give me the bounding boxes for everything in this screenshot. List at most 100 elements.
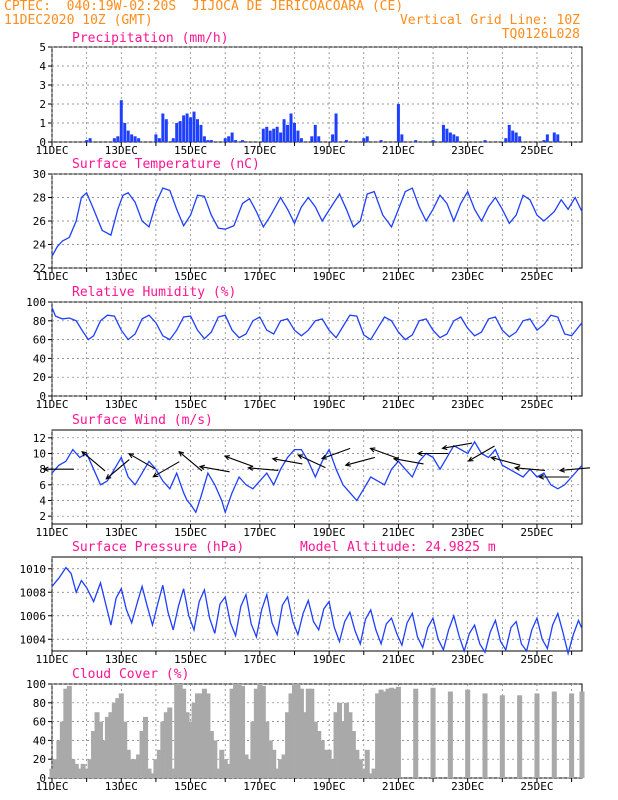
cloud-bar [177, 684, 183, 778]
wind-xtick-label: 13DEC [105, 526, 138, 539]
header-grid-note: Vertical Grid Line: 10Z [399, 13, 580, 28]
precipitation-bar [452, 134, 456, 142]
cloud-bar [212, 740, 218, 778]
cloud-bar [125, 749, 131, 778]
cloud-bar [246, 759, 252, 778]
temperature-ytick-label: 24 [33, 239, 47, 252]
pressure-ytick-label: 1004 [20, 633, 47, 646]
cloud-bar [104, 716, 110, 778]
precipitation-ytick-label: 3 [39, 79, 46, 92]
precipitation-bar [178, 121, 182, 142]
cloud-bar [215, 768, 221, 778]
precipitation-ytick-label: 1 [39, 117, 46, 130]
precipitation-bar [223, 138, 227, 142]
humidity-ytick-label: 0 [39, 390, 46, 403]
precipitation-bar [275, 126, 279, 142]
temperature-xtick-label: 23DEC [451, 270, 484, 283]
precipitation-bar [126, 130, 130, 142]
cloud-bar [350, 731, 356, 778]
cloud-bar [312, 721, 318, 778]
precipitation-bar [289, 113, 293, 142]
cloud-bar [163, 712, 169, 778]
wind-arrow [248, 467, 279, 472]
precipitation-bar [334, 113, 338, 142]
precipitation-bar [292, 123, 296, 142]
cloud-bar [194, 693, 201, 778]
cloud-xtick-label: 21DEC [382, 780, 415, 793]
precipitation-xtick-label: 15DEC [174, 144, 207, 157]
cloud-bar [208, 731, 214, 778]
precipitation-bar [230, 132, 234, 142]
precipitation-bar [545, 134, 549, 142]
cloud-xtick-label: 17DEC [243, 780, 276, 793]
wind-ytick-label: 10 [33, 448, 46, 461]
cloud-bar [236, 684, 242, 778]
cloud-bar [336, 702, 343, 778]
cloud-bar [281, 754, 287, 778]
temperature-xtick-label: 15DEC [174, 270, 207, 283]
cloud-bar [94, 712, 100, 778]
pressure-xtick-label: 25DEC [520, 653, 553, 666]
wind-series-line [51, 440, 583, 515]
humidity-xtick-label: 13DEC [105, 398, 138, 411]
precipitation-bar [507, 124, 511, 142]
humidity-series-line [51, 307, 583, 341]
cloud-xtick-label: 19DEC [313, 780, 346, 793]
wind-title: Surface Wind (m/s) [72, 413, 213, 428]
precipitation-xtick-label: 17DEC [243, 144, 276, 157]
cloud-bar [156, 749, 162, 778]
wind-arrow [321, 447, 351, 460]
wind-ytick-label: 2 [39, 510, 46, 523]
precipitation-bar [448, 132, 452, 142]
cloud-bar [371, 768, 377, 778]
cloud-bar [233, 684, 239, 778]
precipitation-bar [171, 138, 175, 142]
humidity-ytick-label: 20 [33, 371, 46, 384]
precipitation-bar [85, 140, 89, 142]
cloud-bar [174, 684, 180, 778]
cloud-bar [375, 693, 381, 778]
cloud-bar [326, 749, 332, 778]
precipitation-bar [504, 138, 508, 142]
precipitation-bar [116, 136, 120, 142]
humidity-title: Relative Humidity (%) [72, 285, 236, 300]
wind-arrow-head [42, 466, 49, 472]
cloud-bar [122, 721, 128, 778]
precipitation-bar [296, 130, 300, 142]
cloud-bar [84, 768, 90, 778]
cloud-bar [430, 687, 436, 778]
cloud-bar [63, 688, 69, 778]
cloud-bar [139, 731, 145, 778]
cloud-xtick-label: 23DEC [451, 780, 484, 793]
precipitation-ytick-label: 2 [39, 98, 46, 111]
wind-arrow-head [344, 461, 351, 467]
precipitation-bar [189, 117, 193, 142]
cloud-bar [253, 688, 259, 778]
cloud-bar [305, 688, 311, 778]
cloud-bar [354, 749, 360, 778]
wind-arrow [515, 467, 546, 472]
precipitation-ytick-label: 4 [39, 60, 46, 73]
cloud-bar [357, 759, 363, 778]
precipitation-bar [234, 140, 238, 142]
cloud-bar [52, 759, 58, 778]
cloud-bar [395, 686, 401, 778]
cloud-bar [291, 684, 298, 778]
precipitation-bar [175, 123, 179, 142]
cloud-bar [59, 721, 65, 778]
cloud-bar [184, 712, 190, 778]
precipitation-bar [431, 140, 435, 142]
precipitation-bar [518, 136, 522, 142]
cloud-bar [146, 768, 152, 778]
cloud-bar [91, 731, 97, 778]
wind-arrow-head [416, 450, 423, 457]
precipitation-bar [445, 128, 449, 142]
precipitation-bar [112, 138, 116, 142]
cloud-bar [239, 685, 246, 778]
precipitation-bar [331, 134, 335, 142]
cloud-bar [257, 684, 263, 778]
cloud-xtick-label: 15DEC [174, 780, 207, 793]
cloud-bar [111, 702, 117, 778]
cloud-bar [388, 687, 395, 778]
